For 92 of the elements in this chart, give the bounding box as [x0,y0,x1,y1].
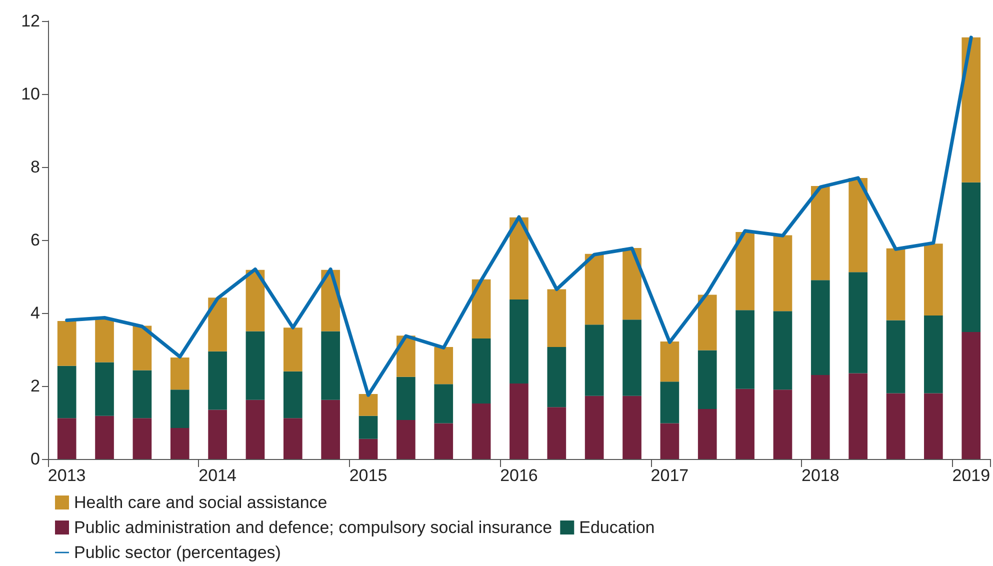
bar [924,393,943,459]
bar [810,375,830,459]
bar [472,404,491,459]
legend-label: Health care and social assistance [74,493,328,512]
line-series [65,36,973,397]
bar [358,416,378,439]
bar [246,270,265,332]
bar [622,320,642,396]
x-tick-label: 2019 [952,466,990,485]
bar [283,418,302,459]
bar [132,326,152,370]
bar [736,310,754,389]
bar [924,244,943,316]
bar [584,324,604,396]
x-tick-label: 2017 [650,466,689,485]
bar [170,358,190,390]
bar [660,382,680,424]
y-tick-label: 12 [21,12,40,30]
bar [396,376,416,420]
bar [283,371,302,418]
x-tick-label: 2014 [198,466,236,485]
bar [57,321,76,366]
bar [848,373,868,459]
bar [358,394,378,416]
bar [434,423,454,459]
bar [736,232,754,310]
bar [924,316,943,394]
bar [886,248,906,320]
bar [622,396,642,459]
bar [57,418,76,459]
bar [886,320,906,394]
bar [246,400,265,459]
legend-label: Public sector (percentages) [74,543,281,562]
bar [736,388,754,459]
bar [246,331,265,400]
bar [547,346,566,408]
bar [773,235,792,312]
bar [848,272,868,374]
bar [283,328,302,372]
bar [698,294,717,350]
bar [208,351,227,410]
legend-label: Education [579,518,655,537]
bar [962,37,981,182]
bar [170,428,190,459]
bar [57,366,76,418]
bar [810,186,830,280]
bar [547,407,566,459]
bar [208,410,227,459]
y-tick-label: 10 [21,84,40,104]
x-tick-label: 2018 [801,466,840,485]
bar [472,279,491,339]
bar [698,350,717,409]
bar [584,254,604,325]
bar [434,384,454,424]
y-tick-label: 0 [30,450,40,468]
bar [660,423,680,459]
bar [472,338,491,404]
y-tick-label: 6 [30,230,40,250]
bar [396,420,416,459]
bar [962,332,981,459]
bar [132,370,152,418]
y-tick-label: 4 [30,304,40,322]
bar [510,383,528,459]
bar [660,341,680,382]
bar [773,311,792,390]
bar [95,362,114,416]
bar [208,298,227,352]
bar [773,390,792,459]
bar [95,318,114,362]
bar [321,331,340,400]
y-tick-label: 8 [30,158,40,176]
y-tick-label: 2 [30,376,40,396]
bar [170,390,190,428]
legend-label: Public administration and defence; compulsory social insurance [74,518,552,537]
bar [584,396,604,459]
bar [622,248,642,320]
x-tick-label: 2015 [349,466,388,485]
bar [434,346,454,384]
bar [358,438,378,459]
bar [510,299,528,384]
bar [848,178,868,272]
bar [962,182,981,332]
bar [132,418,152,459]
bar [810,280,830,376]
bar [95,416,114,459]
x-tick-label: 2016 [500,466,538,485]
bar [886,393,906,459]
bar [698,408,717,459]
x-tick-label: 2013 [48,466,86,485]
bar [510,217,528,300]
bar [547,289,566,347]
bar [321,400,340,459]
